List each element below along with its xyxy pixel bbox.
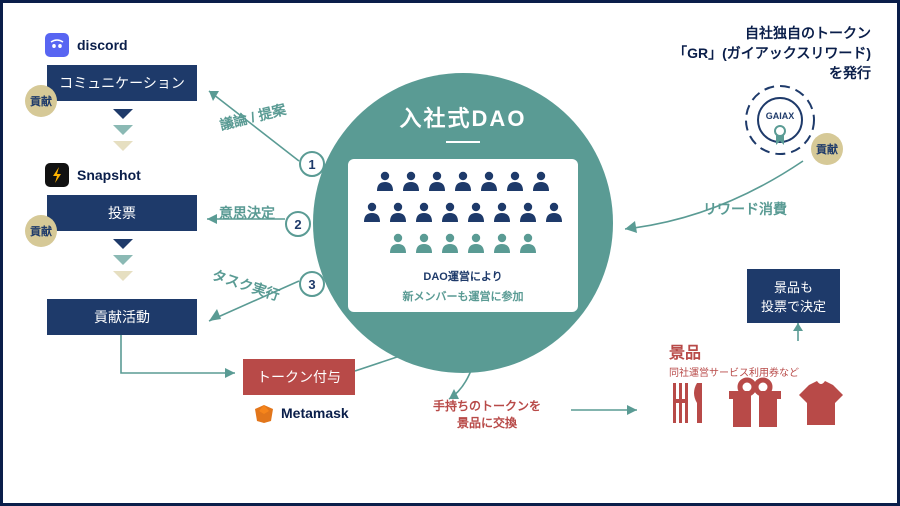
header1: 自社独自のトークン	[673, 23, 871, 43]
vote-box-1: 景品も	[761, 277, 826, 296]
chevron-down-icon-2	[111, 235, 135, 285]
prize-title: 景品	[669, 345, 701, 362]
exchange2: 景品に交換	[433, 414, 541, 431]
chevron-down-icon-1	[111, 105, 135, 155]
arrow-2	[199, 213, 289, 225]
arrow-1	[199, 81, 309, 171]
box-contribute: 貢献活動	[47, 299, 197, 335]
dao-circle: 入社式DAO DAO運営により 新メンバーも運営に参加	[313, 73, 613, 373]
tool1-label: discord	[77, 37, 128, 53]
arrow-token	[115, 333, 245, 393]
header2: 「GR」(ガイアックスリワード)	[673, 43, 871, 63]
arrow-token-up	[349, 347, 429, 377]
arrow-exchange	[567, 403, 647, 417]
header3: を発行	[673, 63, 871, 83]
arrow-reward	[617, 159, 807, 239]
dao-sub2: 新メンバーも運営に参加	[403, 288, 524, 304]
svg-text:GAIAX: GAIAX	[766, 111, 795, 121]
dao-separator	[446, 141, 480, 143]
badge-gaiax: 貢献	[811, 133, 843, 165]
vote-info-box: 景品も 投票で決定	[747, 269, 840, 323]
snapshot-icon	[45, 163, 69, 192]
tool2-label: Snapshot	[77, 167, 141, 183]
header-block: 自社独自のトークン 「GR」(ガイアックスリワード) を発行	[673, 23, 871, 83]
arrow-3	[199, 273, 309, 333]
badge-2: 貢献	[25, 215, 57, 247]
prize-icons	[669, 377, 849, 434]
people-area: DAO運営により 新メンバーも運営に参加	[348, 159, 578, 312]
arrow-prize-up	[791, 319, 805, 343]
gaiax-seal: GAIAX	[743, 83, 817, 162]
dao-title: 入社式DAO	[400, 101, 527, 133]
vote-box-2: 投票で決定	[761, 296, 826, 315]
arrow-circle-down	[443, 363, 513, 407]
discord-icon	[45, 33, 69, 62]
metamask-icon	[253, 403, 275, 430]
badge-1: 貢献	[25, 85, 57, 117]
box-communication: コミュニケーション	[47, 65, 197, 101]
box-vote: 投票	[47, 195, 197, 231]
tool3-label: Metamask	[281, 405, 349, 421]
token-box: トークン付与	[243, 359, 355, 395]
dao-sub1: DAO運営により	[423, 268, 502, 284]
prize-block: 景品 同社運営サービス利用券など	[669, 339, 799, 381]
